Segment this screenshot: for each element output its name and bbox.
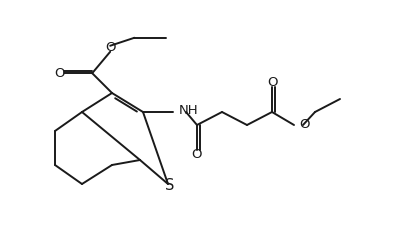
Text: S: S (165, 178, 175, 192)
Text: O: O (105, 41, 115, 54)
Text: O: O (54, 67, 65, 80)
Text: NH: NH (179, 103, 199, 116)
Text: O: O (267, 76, 277, 88)
Text: O: O (192, 148, 202, 162)
Text: O: O (299, 119, 310, 131)
